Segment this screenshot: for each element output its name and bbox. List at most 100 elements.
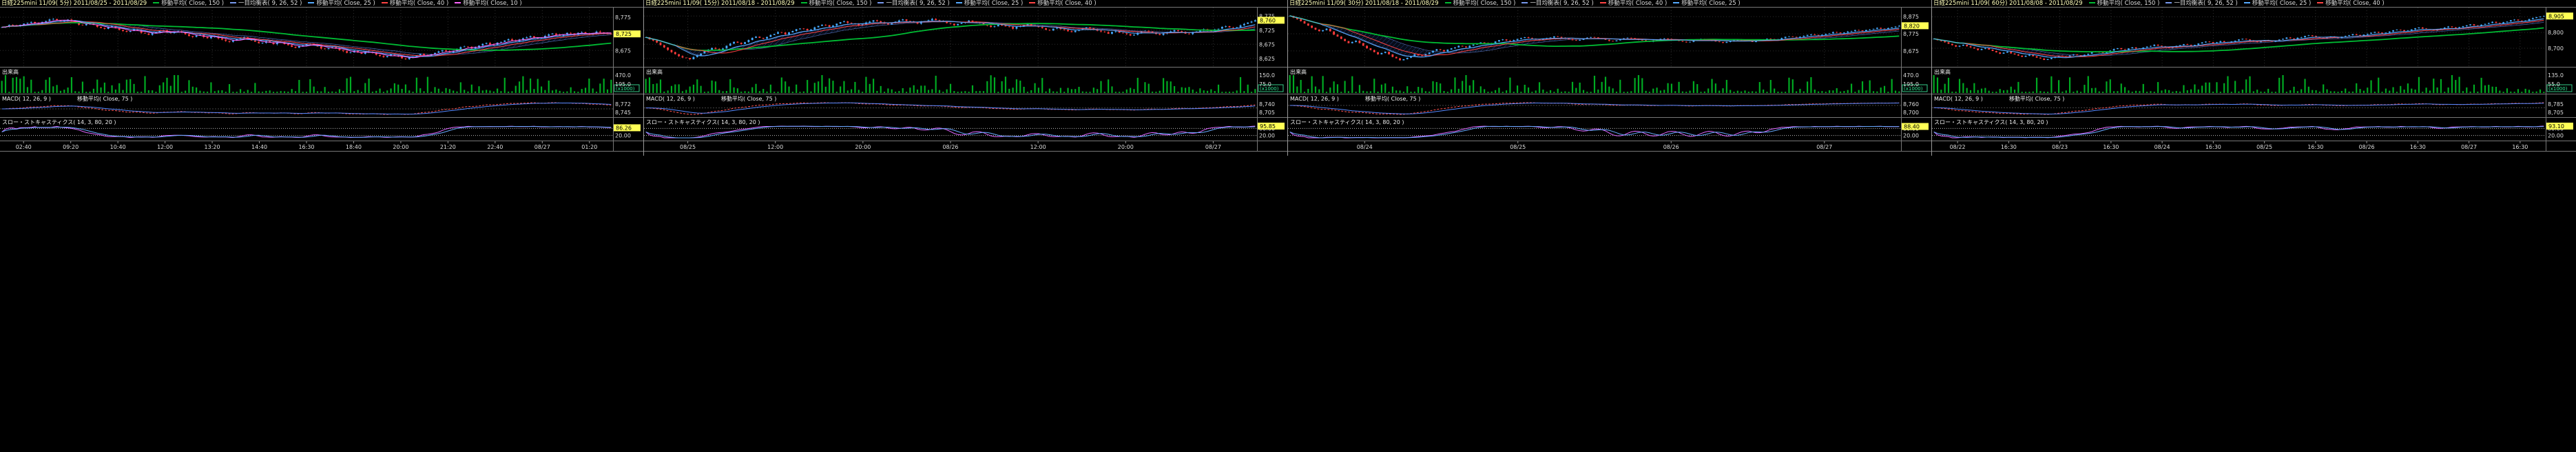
- time-axis-label: 10:40: [110, 144, 126, 150]
- macd-pane[interactable]: MACD( 12, 26, 9 ) 移動平均( Close, 75 ) 8,740 8…: [644, 95, 1275, 116]
- ichimoku-cloud: [1, 21, 612, 57]
- volume-pane[interactable]: 出来高 (x1000) 470.0 195.0: [1, 68, 640, 93]
- price-axis-label: 8,700: [2548, 45, 2564, 52]
- ma-line-150: [1933, 27, 2544, 53]
- macd-label: MACD( 12, 26, 9 ): [1290, 96, 1339, 102]
- stoch-axis-label: 20.00: [1259, 133, 1275, 139]
- price-pane[interactable]: 8,875 8,775 8,675 8,820: [1288, 8, 1929, 67]
- stoch-current-tag: 93.10: [2548, 123, 2564, 130]
- indicator-label: 移動平均( Close, 150 ): [809, 0, 872, 7]
- indicator-swatch-icon: [455, 1, 461, 3]
- indicator-swatch-icon: [1444, 1, 1451, 3]
- macd-axis-label: 8,772: [615, 101, 631, 107]
- stoch-label: スロー・ストキャスティクス( 14, 3, 80, 20 ): [646, 119, 760, 125]
- indicator-label: 移動平均( Close, 25 ): [2252, 0, 2312, 7]
- time-axis-label: 20:00: [393, 144, 408, 150]
- price-axis-label: 8,875: [1903, 14, 1919, 20]
- macd-label: MACD( 12, 26, 9 ): [1934, 96, 1983, 102]
- time-axis-label: 14:40: [251, 144, 267, 150]
- volume-label: 出来高: [646, 68, 663, 75]
- chart-header: 日経225mini 11/09( 5分) 2011/08/25 - 2011/0…: [1, 0, 642, 7]
- indicator-label: 移動平均( Close, 25 ): [1681, 0, 1741, 7]
- volume-series: [1933, 75, 2545, 93]
- stoch-current-tag: 95.85: [1260, 123, 1276, 130]
- macd-label: MACD( 12, 26, 9 ): [2, 96, 51, 102]
- stoch-d-line: [1, 126, 612, 138]
- volume-pane[interactable]: 出来高 (x1000) 135.0 55.0: [1933, 68, 2573, 93]
- stoch-label: スロー・ストキャスティクス( 14, 3, 80, 20 ): [2, 119, 116, 125]
- volume-series: [1289, 75, 1900, 93]
- macd-pane[interactable]: MACD( 12, 26, 9 ) 移動平均( Close, 75 ) 8,760 8…: [1288, 95, 1919, 116]
- macd-axis-label: 8,745: [615, 110, 631, 116]
- macd-pane[interactable]: MACD( 12, 26, 9 ) 移動平均( Close, 75 ) 8,785 8…: [1932, 95, 2564, 116]
- volume-series: [1, 75, 612, 93]
- time-axis-label: 08/25: [2256, 144, 2272, 150]
- time-axis-label: 16:30: [2410, 144, 2426, 150]
- macd-signal-line: [645, 102, 1256, 114]
- current-price-tag: 8,760: [1260, 17, 1276, 23]
- indicator-label: 一目均衡表( 9, 26, 52 ): [886, 0, 950, 7]
- time-axis-label: 08/27: [1205, 144, 1221, 150]
- chart-panel-30min[interactable]: 日経225mini 11/09( 30分) 2011/08/18 - 2011/…: [1288, 0, 1932, 156]
- current-price-tag: 8,820: [1904, 23, 1920, 29]
- time-axis-label: 08/26: [2359, 144, 2375, 150]
- time-axis-label: 08/25: [680, 144, 696, 150]
- stochastics-pane[interactable]: スロー・ストキャスティクス( 14, 3, 80, 20 )80.0020.00…: [1932, 119, 2573, 139]
- time-axis-label: 22:40: [487, 144, 503, 150]
- time-axis-label: 08/23: [2052, 144, 2068, 150]
- ma-line-150: [645, 23, 1256, 51]
- volume-axis-label: 75.0: [1259, 81, 1271, 88]
- chart-header: 日経225mini 11/09( 30分) 2011/08/18 - 2011/…: [1289, 0, 1930, 7]
- stochastics-pane[interactable]: スロー・ストキャスティクス( 14, 3, 80, 20 )80.0020.00…: [1288, 119, 1929, 139]
- macd-ma-label: 移動平均( Close, 75 ): [721, 95, 776, 102]
- ma-line-150: [1, 22, 612, 51]
- indicator-swatch-icon: [2243, 1, 2250, 3]
- macd-pane[interactable]: MACD( 12, 26, 9 ) 移動平均( Close, 75 ) 8,772 8…: [0, 95, 631, 116]
- indicator-label: 移動平均( Close, 40 ): [389, 0, 449, 7]
- chart-panel-60min[interactable]: 日経225mini 11/09( 60分) 2011/08/08 - 2011/…: [1932, 0, 2576, 156]
- ma-line-25: [645, 21, 1256, 56]
- indicator-swatch-icon: [230, 1, 237, 3]
- volume-pane[interactable]: 出来高 (x1000) 150.0 75.0: [645, 68, 1284, 93]
- chart-panel-15min[interactable]: 日経225mini 11/09( 15分) 2011/08/18 - 2011/…: [644, 0, 1288, 156]
- volume-series: [645, 75, 1256, 93]
- indicator-swatch-icon: [877, 1, 884, 3]
- stochastics-pane[interactable]: スロー・ストキャスティクス( 14, 3, 80, 20 )80.0020.00…: [644, 119, 1285, 139]
- volume-axis-label: 470.0: [1903, 72, 1919, 79]
- price-pane[interactable]: 8,775 8,725 8,675 8,625 8,760: [644, 8, 1285, 67]
- macd-axis-label: 8,700: [1903, 110, 1919, 116]
- stoch-axis-label: 20.00: [1903, 133, 1919, 139]
- price-axis-label: 8,775: [615, 14, 631, 21]
- chart-canvas[interactable]: 8,7758,7258,6758,725出来高(x1000)470.0195.0…: [0, 0, 643, 156]
- indicator-swatch-icon: [2088, 1, 2095, 3]
- macd-ma-label: 移動平均( Close, 75 ): [77, 95, 132, 102]
- chart-canvas[interactable]: 8,775 8,725 8,675 8,625 8,760 出来高 (x1000) 150.0…: [644, 0, 1287, 156]
- stochastics-pane[interactable]: スロー・ストキャスティクス( 14, 3, 80, 20 )80.0020.00…: [0, 119, 641, 139]
- macd-axis-label: 8,740: [1259, 101, 1275, 107]
- chart-title: 日経225mini 11/09( 5分) 2011/08/25 - 2011/0…: [1, 0, 147, 7]
- chart-canvas[interactable]: 8,9008,8008,7008,905出来高(x1000)135.055.0M…: [1932, 0, 2576, 156]
- time-axis-label: 12:00: [1030, 144, 1046, 150]
- chart-title: 日経225mini 11/09( 15分) 2011/08/18 - 2011/…: [645, 0, 795, 7]
- time-axis: 08/25 12:00 20:00 08/26 12:00 20:00 08/27: [680, 141, 1221, 150]
- macd-signal-line: [1, 103, 612, 115]
- stoch-label: スロー・ストキャスティクス( 14, 3, 80, 20 ): [1290, 119, 1404, 125]
- macd-axis-label: 8,705: [1259, 110, 1275, 116]
- chart-panel-5min[interactable]: 日経225mini 11/09( 5分) 2011/08/25 - 2011/0…: [0, 0, 644, 156]
- time-axis-label: 08/26: [1663, 144, 1679, 150]
- indicator-swatch-icon: [1521, 1, 1528, 3]
- volume-pane[interactable]: 出来高 (x1000) 470.0 195.0: [1289, 68, 1928, 93]
- volume-unit-label: (x1000): [2548, 86, 2568, 92]
- indicator-label: 一目均衡表( 9, 26, 52 ): [1530, 0, 1594, 7]
- chart-canvas[interactable]: 8,875 8,775 8,675 8,820 出来高 (x1000) 470.0 195.0…: [1288, 0, 1931, 156]
- indicator-label: 移動平均( Close, 40 ): [1037, 0, 1097, 7]
- indicator-label: 移動平均( Close, 10 ): [463, 0, 522, 7]
- volume-unit-label: (x1000): [1904, 86, 1923, 92]
- time-axis-label: 12:00: [767, 144, 783, 150]
- macd-signal-line: [1289, 103, 1900, 114]
- time-axis-label: 16:30: [298, 144, 314, 150]
- price-axis-label: 8,775: [1259, 13, 1275, 19]
- price-axis-label: 8,725: [1259, 28, 1275, 34]
